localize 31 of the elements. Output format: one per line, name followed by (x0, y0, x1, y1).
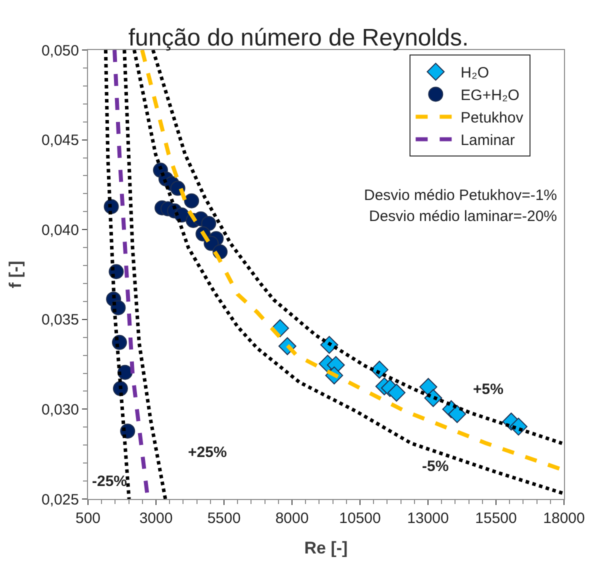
legend-label: Laminar (460, 132, 515, 150)
x-tick-label: 18000 (543, 510, 585, 527)
y-tick-label: 0,050 (41, 42, 79, 60)
x-axis-title: Re [-] (304, 538, 348, 558)
annotation: -25% (92, 473, 128, 490)
y-tick-label: 0,035 (41, 312, 79, 329)
x-tick-label: 500 (75, 510, 101, 527)
annotation: +25% (188, 444, 227, 461)
point (388, 384, 406, 402)
x-tick-label: 3000 (139, 510, 173, 527)
annotation: +5% (473, 381, 504, 398)
legend-label: EG+H₂O (460, 87, 520, 104)
annotation: Desvio médio laminar=-20% (369, 208, 557, 225)
x-tick-label: 15500 (475, 510, 517, 527)
chart-title: função do número de Reynolds. (128, 24, 469, 52)
x-tick-label: 5500 (207, 510, 241, 527)
legend-label: H₂O (460, 64, 490, 82)
y-tick-label: 0,030 (41, 401, 79, 418)
x-tick-label: 10500 (339, 510, 381, 527)
y-axis-title: f [-] (6, 260, 26, 288)
point (419, 378, 438, 396)
point (448, 405, 466, 423)
y-tick-label: 0,045 (41, 132, 79, 150)
legend-label: Petukhov (460, 110, 524, 127)
y-tick-label: 0,025 (41, 491, 79, 508)
point (184, 193, 200, 208)
annotation: Desvio médio Petukhov=-1% (364, 187, 558, 204)
annotation: -5% (422, 458, 449, 475)
x-tick-label: 8000 (275, 510, 309, 527)
y-tick-label: 0,040 (41, 222, 79, 239)
x-tick-label: 13000 (407, 510, 449, 527)
